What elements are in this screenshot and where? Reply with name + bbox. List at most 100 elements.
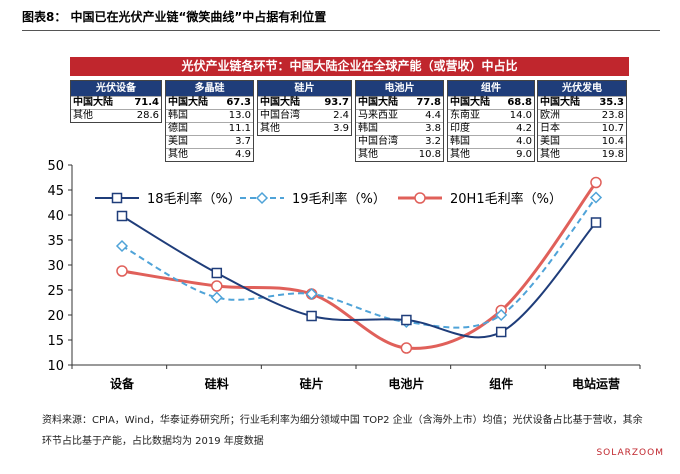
share-row: 其他 4.9 — [166, 148, 253, 161]
share-table-header: 电池片 — [356, 81, 443, 96]
share-row: 中国大陆 67.3 — [166, 96, 253, 109]
share-value: 10.4 — [601, 136, 624, 147]
share-row: 美国 10.4 — [538, 135, 626, 148]
share-value: 9.0 — [516, 149, 532, 160]
share-value: 3.2 — [425, 136, 441, 147]
share-table-2: 多晶硅 中国大陆 67.3 韩国 13.0 德国 11.1 美国 3.7 其他 4.9 — [165, 80, 254, 162]
y-tick-label: 30 — [47, 259, 64, 274]
share-region-label: 中国大陆 — [540, 97, 580, 108]
chart-series — [115, 176, 603, 354]
share-value: 35.3 — [599, 97, 624, 108]
series-line-1 — [121, 215, 597, 339]
share-table-3: 硅片 中国大陆 93.7 中国台湾 2.4 其他 3.9 — [257, 80, 352, 136]
share-row: 韩国 3.8 — [356, 122, 443, 135]
share-row: 其他 10.8 — [356, 148, 443, 161]
share-row: 中国大陆 35.3 — [538, 96, 626, 109]
share-region-label: 马来西亚 — [358, 110, 398, 121]
share-table-header: 组件 — [448, 81, 534, 96]
chart-axes: 10 15 20 25 30 35 40 45 50 设备 硅料 硅片 电池片 组件 电站运营 — [47, 159, 641, 391]
source-note: 资料来源：CPIA，Wind，华泰证券研究所；行业毛利率为细分领域中国 TOP2… — [42, 415, 643, 447]
series-line-3 — [121, 181, 598, 350]
share-value: 23.8 — [601, 110, 624, 121]
share-value: 11.1 — [228, 123, 251, 134]
series-2-point — [305, 287, 318, 301]
share-value: 77.8 — [416, 97, 441, 108]
share-region-label: 中国大陆 — [450, 97, 490, 108]
series-2-point — [115, 239, 129, 253]
share-value: 14.0 — [509, 110, 532, 121]
y-tick-label: 50 — [47, 159, 64, 174]
share-value: 10.7 — [601, 123, 624, 134]
share-region-label: 欧洲 — [540, 110, 560, 121]
share-row: 美国 3.7 — [166, 135, 253, 148]
share-value: 3.7 — [235, 136, 251, 147]
series-1-point — [116, 210, 128, 222]
share-row: 韩国 13.0 — [166, 109, 253, 122]
share-region-label: 德国 — [168, 123, 188, 134]
share-table-1: 光伏设备 中国大陆 71.4 其他 28.6 — [70, 80, 162, 123]
series-3-point — [211, 280, 223, 292]
share-row: 印度 4.2 — [448, 122, 534, 135]
share-value: 3.9 — [333, 123, 349, 134]
share-row: 中国大陆 93.7 — [258, 96, 351, 109]
share-region-label: 美国 — [540, 136, 560, 147]
share-region-label: 中国大陆 — [358, 97, 398, 108]
share-region-label: 韩国 — [168, 110, 188, 121]
share-value: 28.6 — [136, 110, 159, 121]
share-value: 3.8 — [425, 123, 441, 134]
share-value: 67.3 — [226, 97, 251, 108]
y-tick-label: 25 — [47, 284, 64, 299]
share-table-header: 硅片 — [258, 81, 351, 96]
series-3-point — [400, 342, 413, 354]
series-3-point — [116, 265, 128, 277]
series-2-point — [210, 291, 223, 304]
series-1-point — [590, 217, 602, 228]
share-value: 4.2 — [516, 123, 532, 134]
share-table-header: 光伏发电 — [538, 81, 626, 96]
share-table-6: 光伏发电 中国大陆 35.3 欧洲 23.8 日本 10.7 美国 10.4 其他 19.8 — [537, 80, 627, 162]
share-region-label: 东南亚 — [450, 110, 480, 121]
share-row: 其他 9.0 — [448, 148, 534, 161]
watermark: SOLARZOOM — [596, 448, 664, 458]
title-rule — [22, 30, 660, 31]
y-tick-label: 35 — [47, 234, 64, 249]
share-value: 68.8 — [507, 97, 532, 108]
share-region-label: 日本 — [540, 123, 560, 134]
share-region-label: 中国大陆 — [73, 97, 113, 108]
y-tick-label: 45 — [47, 184, 64, 199]
share-region-label: 美国 — [168, 136, 188, 147]
legend-label-3: 20H1毛利率（%） — [450, 191, 562, 207]
x-tick-label: 组件 — [489, 376, 513, 391]
share-region-label: 其他 — [358, 149, 378, 160]
share-row: 其他 28.6 — [71, 109, 161, 122]
share-region-label: 中国台湾 — [260, 110, 300, 121]
share-value: 13.0 — [228, 110, 251, 121]
x-tick-label: 电站运营 — [572, 376, 620, 391]
series-line-2 — [121, 196, 597, 329]
y-tick-label: 15 — [47, 334, 64, 349]
share-region-label: 中国大陆 — [260, 97, 300, 108]
share-region-label: 韩国 — [450, 136, 470, 147]
share-row: 韩国 4.0 — [448, 135, 534, 148]
share-value: 4.9 — [235, 149, 251, 160]
y-tick-label: 10 — [47, 359, 64, 374]
series-2-point — [495, 308, 508, 322]
share-region-label: 其他 — [168, 149, 188, 160]
x-tick-label: 硅片 — [300, 376, 324, 391]
share-row: 马来西亚 4.4 — [356, 109, 443, 122]
series-1-point — [306, 310, 317, 322]
share-value: 71.4 — [134, 97, 159, 108]
share-row: 中国台湾 2.4 — [258, 109, 351, 122]
shares-banner: 光伏产业链各环节：中国大陆企业在全球产能（或营收）中占比 — [70, 57, 629, 76]
share-region-label: 印度 — [450, 123, 470, 134]
share-table-4: 电池片 中国大陆 77.8 马来西亚 4.4 韩国 3.8 中国台湾 3.2 其他 10.8 — [355, 80, 444, 162]
y-tick-label: 20 — [47, 309, 64, 324]
legend-label-2: 19毛利率（%） — [292, 191, 386, 207]
x-tick-label: 硅料 — [205, 376, 229, 391]
legend-marker-3 — [414, 192, 426, 204]
share-table-header: 光伏设备 — [71, 81, 161, 96]
series-1-point — [211, 267, 223, 279]
legend-marker-1 — [111, 192, 123, 204]
share-region-label: 中国台湾 — [358, 136, 398, 147]
figure-title: 图表8： 中国已在光伏产业链“微笑曲线”中占据有利位置 — [22, 10, 327, 24]
